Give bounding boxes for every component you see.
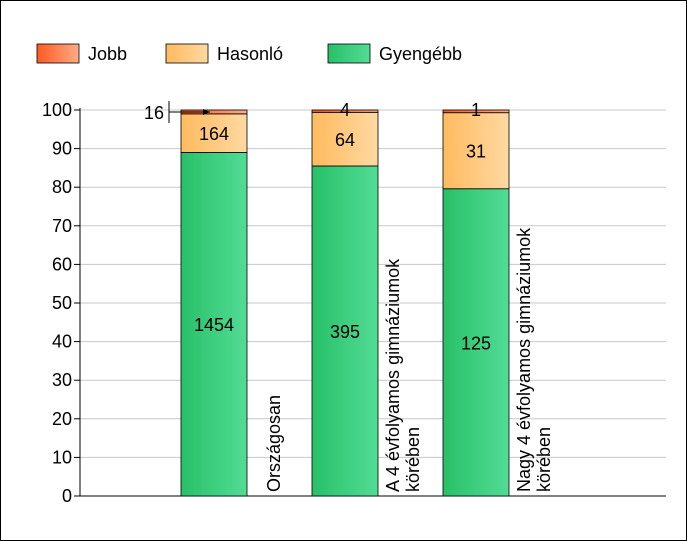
legend: Jobb Hasonló Gyengébb	[36, 43, 462, 64]
bar-hasonlo-2	[311, 111, 379, 167]
bar-gyengebb-1	[180, 152, 248, 497]
bar-gyengebb-2	[311, 165, 379, 497]
legend-swatch-gyengebb	[327, 43, 371, 64]
y-tick-label-30: 30	[52, 370, 72, 390]
category-labels: Országosan A 4 évfolyamos gimnáziumok köré…	[264, 227, 554, 492]
y-tick-label-70: 70	[52, 216, 72, 236]
bar-jobb-3	[442, 109, 510, 114]
bar-jobb-2	[311, 109, 379, 113]
y-axis: 0 10 20 30 40 50 60 70 80 90 100	[42, 100, 666, 506]
category-label-2-line-2: körében	[403, 427, 423, 492]
category-label-3-line-2: körében	[534, 427, 554, 492]
category-label-3-line-1: Nagy 4 évfolyamos gimnáziumok	[514, 227, 534, 492]
y-tick-label-50: 50	[52, 293, 72, 313]
bar-gyengebb-3	[442, 188, 510, 497]
data-label-gyengebb-3: 125	[461, 333, 491, 353]
bar-hasonlo-3	[442, 112, 510, 190]
legend-swatch-hasonlo	[165, 43, 209, 64]
y-tick-label-90: 90	[52, 139, 72, 159]
data-label-gyengebb-2: 395	[330, 322, 360, 342]
y-tick-label-80: 80	[52, 177, 72, 197]
bar-hasonlo-1	[180, 113, 248, 153]
legend-swatch-jobb	[36, 43, 80, 64]
category-label-2-line-1: A 4 évfolyamos gimnáziumok	[383, 258, 403, 492]
category-label-1: Országosan	[264, 395, 284, 492]
data-label-hasonlo-2: 64	[335, 130, 355, 150]
y-tick-label-40: 40	[52, 332, 72, 352]
y-tick-label-0: 0	[62, 486, 72, 506]
data-label-jobb-1: 16	[144, 103, 164, 123]
data-label-jobb-2: 4	[340, 100, 350, 120]
data-label-hasonlo-3: 31	[466, 142, 486, 162]
legend-label-jobb: Jobb	[88, 44, 127, 64]
data-label-hasonlo-1: 164	[199, 124, 229, 144]
callout-arrowhead	[203, 109, 210, 115]
y-tick-label-10: 10	[52, 447, 72, 467]
bars: 1454 164 16 395 64 4 125 31 1	[144, 100, 510, 497]
y-tick-label-100: 100	[42, 100, 72, 120]
legend-label-gyengebb: Gyengébb	[379, 44, 462, 64]
y-tick-label-60: 60	[52, 254, 72, 274]
data-label-gyengebb-1: 1454	[194, 315, 234, 335]
legend-label-hasonlo: Hasonló	[217, 44, 283, 64]
y-tick-label-20: 20	[52, 409, 72, 429]
data-label-jobb-3: 1	[471, 100, 481, 120]
